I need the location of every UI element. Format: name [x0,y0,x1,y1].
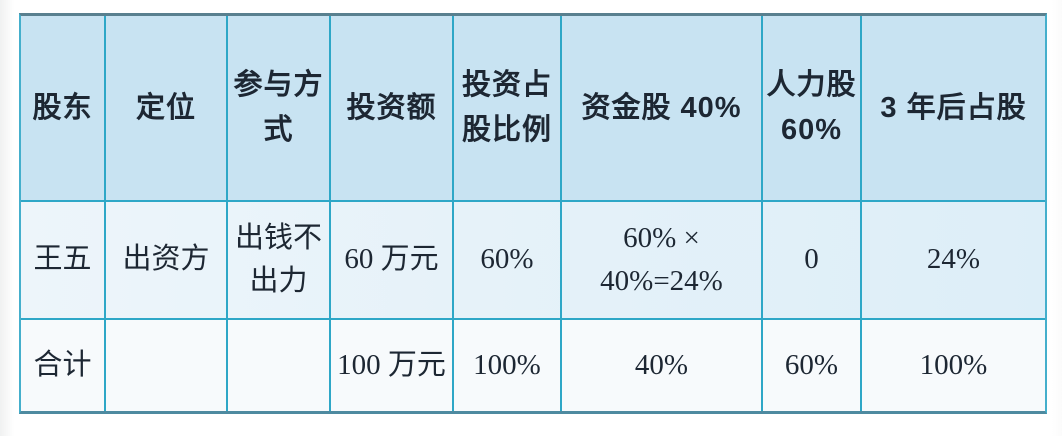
header-cell-capital-shares: 资金股 40% [562,16,763,200]
cell-total-investment-amount: 100 万元 [331,320,454,411]
cell-shareholder: 王五 [21,202,106,318]
cell-shares-after-3-years: 24% [926,243,981,276]
cell-investment-share-ratio: 60% [454,202,562,318]
header-cell-shares-after-3-years: 3 年后占股 [880,91,1027,124]
cell-total-label: 合计 [21,320,106,411]
table-row-total: 合计 100 万元 100% 40% 60% 100% [21,318,1045,411]
cell-position: 出资方 [106,202,228,318]
cell-participation-method: 出钱不 出力 [228,202,331,318]
cell-total-investment-share-ratio: 100% [454,320,562,411]
header-cell-investment-share-ratio: 投资占 股比例 [454,16,562,200]
cell-labor-shares: 0 [763,202,862,318]
cell-total-capital-shares: 40% [562,320,763,411]
cell-investment-amount: 60 万元 [331,202,454,318]
equity-split-table: 股东 定位 参与方 式 投资额 投资占 股比例 资金股 40% 人力股 60% … [19,13,1047,414]
header-cell-position: 定位 [106,16,228,200]
header-cell-participation-method: 参与方 式 [228,16,331,200]
cell-total-labor-shares: 60% [763,320,862,411]
cell-total-participation-empty [228,320,331,411]
cell-total-shares-after-3-years: 100% [919,348,988,381]
header-cell-investment-amount: 投资额 [331,16,454,200]
header-cell-labor-shares: 人力股 60% [763,16,862,200]
cell-capital-shares-formula: 60% × 40%=24% [562,202,763,318]
header-cell-shareholder: 股东 [21,16,106,200]
table-row-wangwu: 王五 出资方 出钱不 出力 60 万元 60% 60% × 40%=24% 0 … [21,200,1045,318]
table-header-row: 股东 定位 参与方 式 投资额 投资占 股比例 资金股 40% 人力股 60% … [21,16,1045,200]
cell-total-position-empty [106,320,228,411]
